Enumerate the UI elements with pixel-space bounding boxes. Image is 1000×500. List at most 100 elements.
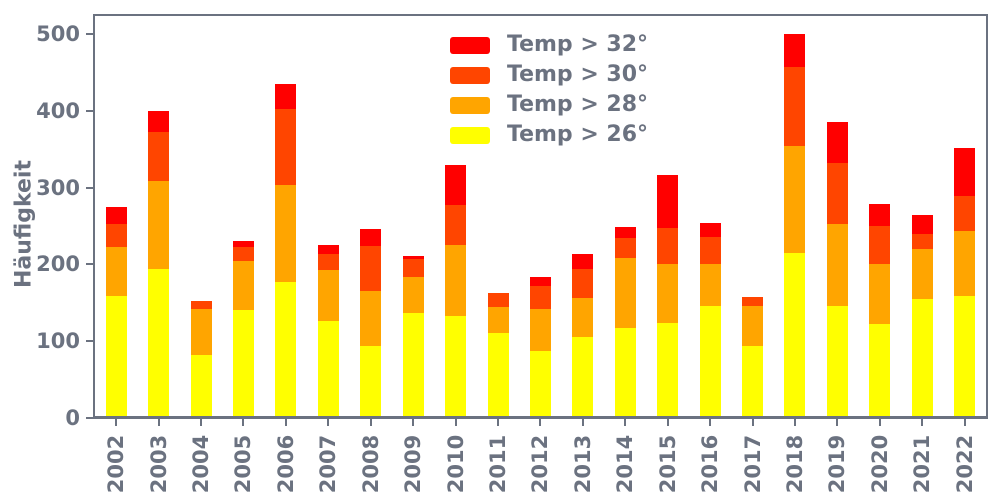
x-tick-label: 2014: [613, 434, 638, 494]
bar-2020: [869, 204, 891, 416]
x-tick-slot: [392, 419, 434, 426]
x-tick-label-slot: 2009: [392, 419, 434, 500]
bar-segment: [317, 254, 339, 271]
plot-right-spine: [986, 14, 988, 419]
x-tick-label: 2015: [655, 434, 680, 494]
bar-segment: [954, 230, 976, 296]
bar-slot-2018: [774, 14, 816, 416]
legend-label: Temp > 30°: [507, 62, 649, 87]
bar-slot-2017: [731, 14, 773, 416]
x-tick-label: 2007: [316, 434, 341, 494]
x-tick-label-slot: 2018: [774, 419, 816, 500]
x-tick: [963, 419, 966, 426]
bar-slot-2020: [859, 14, 901, 416]
bar-slot-2010: [434, 14, 476, 416]
bar-slot-2009: [392, 14, 434, 416]
bar-segment: [572, 337, 594, 416]
bar-segment: [445, 165, 467, 206]
x-tick-slot: [265, 419, 307, 426]
bar-segment: [148, 132, 170, 182]
bar-segment: [699, 306, 721, 416]
bar-segment: [614, 327, 636, 416]
bar-slot-2011: [477, 14, 519, 416]
bar-segment: [614, 258, 636, 328]
bar-2021: [911, 215, 933, 416]
bar-segment: [402, 258, 424, 277]
bar-slot-2013: [562, 14, 604, 416]
bar-segment: [911, 234, 933, 249]
bar-segment: [232, 310, 254, 416]
x-tick-slot: [519, 419, 561, 426]
bar-segment: [657, 228, 679, 265]
bar-segment: [190, 301, 212, 310]
bar-slot-2014: [604, 14, 646, 416]
bar-segment: [529, 350, 551, 416]
x-tick-label-slot: 2016: [689, 419, 731, 500]
bar-segment: [826, 305, 848, 416]
bar-segment: [614, 238, 636, 259]
x-tick-label: 2022: [952, 434, 977, 494]
bar-segment: [657, 264, 679, 324]
bar-2004: [190, 301, 212, 416]
bar-segment: [275, 184, 297, 282]
legend-label: Temp > 26°: [507, 122, 649, 147]
bar-segment: [402, 276, 424, 314]
bar-segment: [360, 291, 382, 347]
bar-segment: [529, 308, 551, 351]
x-tick: [200, 419, 203, 426]
bar-segment: [105, 246, 127, 297]
bar-slot-2007: [307, 14, 349, 416]
bar-segment: [232, 247, 254, 262]
bar-segment: [402, 255, 424, 259]
bar-slot-2021: [901, 14, 943, 416]
bar-slot-2002: [95, 14, 137, 416]
bar-segment: [529, 285, 551, 309]
x-tick-slot: [646, 419, 688, 426]
x-tick-label: 2009: [401, 434, 426, 494]
bar-segment: [784, 34, 806, 68]
bar-segment: [869, 225, 891, 265]
bar-segment: [954, 196, 976, 231]
bar-2013: [572, 253, 594, 416]
x-tick-slot: [477, 419, 519, 426]
x-tick: [921, 419, 924, 426]
x-tick-label: 2008: [358, 434, 383, 494]
bar-slot-2012: [519, 14, 561, 416]
bar-segment: [105, 206, 127, 225]
bar-segment: [445, 316, 467, 416]
x-tick-slot: [901, 419, 943, 426]
legend-item: Temp > 28°: [450, 94, 648, 116]
y-tick: [86, 416, 93, 419]
x-tick-label-slot: 2017: [731, 419, 773, 500]
bar-segment: [487, 307, 509, 334]
bar-segment: [826, 223, 848, 306]
x-tick-label: 2003: [146, 434, 171, 494]
bar-slot-2019: [816, 14, 858, 416]
x-tick-slot: [137, 419, 179, 426]
bar-segment: [572, 268, 594, 298]
legend-label: Temp > 32°: [507, 32, 649, 57]
bar-2015: [657, 174, 679, 416]
x-tick-label-slot: 2011: [477, 419, 519, 500]
bar-segment: [402, 313, 424, 416]
bar-2022: [954, 147, 976, 416]
bar-2012: [529, 276, 551, 416]
bar-segment: [954, 147, 976, 197]
x-tick: [369, 419, 372, 426]
x-tick: [581, 419, 584, 426]
bar-segment: [911, 215, 933, 235]
bar-segment: [360, 245, 382, 292]
bar-segment: [232, 241, 254, 248]
x-tick-label: 2004: [189, 434, 214, 494]
x-tick-slot: [562, 419, 604, 426]
bar-2016: [699, 222, 721, 416]
y-tick: [86, 33, 93, 36]
bar-slot-2006: [265, 14, 307, 416]
y-tick-label: 500: [36, 22, 80, 47]
bar-segment: [699, 222, 721, 238]
legend-swatch: [450, 36, 490, 54]
x-tick-slot: [307, 419, 349, 426]
bar-2009: [402, 255, 424, 416]
x-tick-label-slot: 2015: [646, 419, 688, 500]
x-tick: [539, 419, 542, 426]
